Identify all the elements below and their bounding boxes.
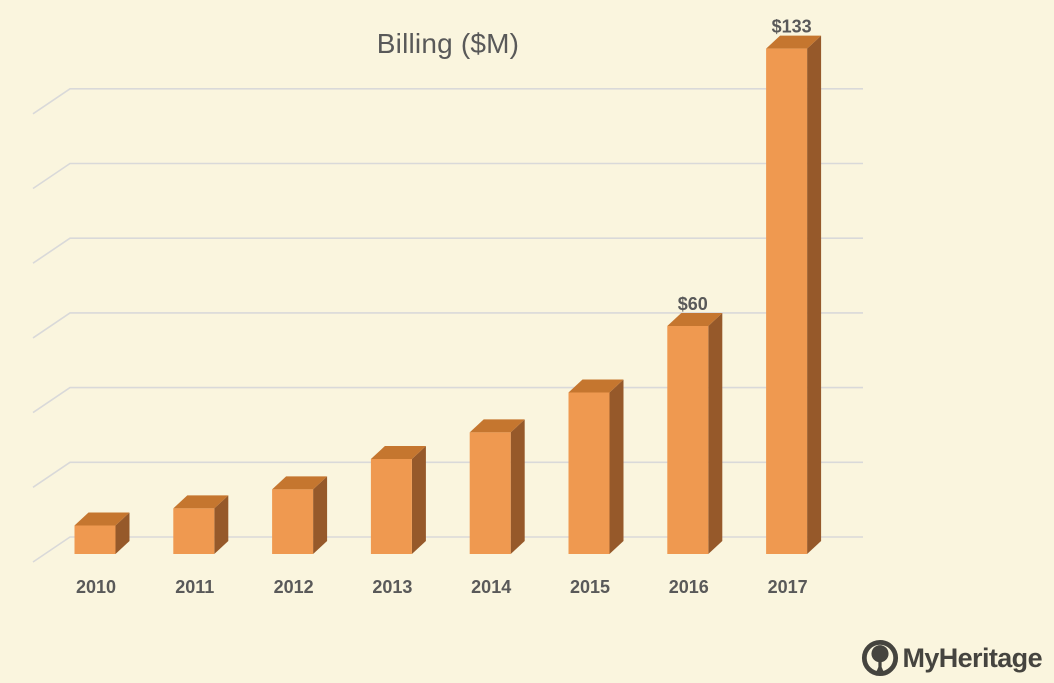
bar-2016 xyxy=(667,313,723,554)
gridline-80 xyxy=(32,237,863,264)
bar-2010 xyxy=(74,512,130,554)
x-label-2014: 2014 xyxy=(471,577,511,597)
chart-title: Billing ($M) xyxy=(376,28,520,59)
myheritage-logo-text: MyHeritage xyxy=(902,642,1042,673)
bar-2012 xyxy=(272,476,328,554)
x-label-2017: 2017 xyxy=(768,577,808,597)
bar-side-face xyxy=(214,495,229,554)
gridline-120 xyxy=(32,88,863,115)
gridline-40 xyxy=(32,386,863,414)
bar-2014 xyxy=(469,419,525,554)
bar-2011 xyxy=(173,495,229,554)
bar-top-face xyxy=(74,512,130,526)
bar-side-face xyxy=(313,476,328,554)
bar-2013 xyxy=(370,446,426,554)
bar-top-face xyxy=(568,379,624,393)
gridline-100 xyxy=(32,162,863,190)
bar-front-face xyxy=(74,525,116,554)
gridline-20 xyxy=(32,461,863,488)
x-label-2012: 2012 xyxy=(274,577,314,597)
bar-front-face xyxy=(370,459,412,554)
x-label-2010: 2010 xyxy=(76,577,116,597)
bar-side-face xyxy=(609,379,624,554)
bar-top-face xyxy=(370,446,426,459)
value-label-2017: $133 xyxy=(772,17,812,37)
value-label-2016: $60 xyxy=(678,294,708,314)
bar-top-face xyxy=(272,476,328,490)
bar-front-face xyxy=(272,489,314,554)
x-label-2011: 2011 xyxy=(175,577,214,597)
myheritage-tree-icon xyxy=(862,639,899,677)
bar-side-face xyxy=(708,313,723,554)
bar-top-face xyxy=(173,495,229,509)
bar-side-face xyxy=(115,512,130,554)
x-label-2013: 2013 xyxy=(372,577,412,597)
bar-top-face xyxy=(766,35,822,49)
bar-front-face xyxy=(667,326,709,554)
bar-side-face xyxy=(510,419,525,554)
x-label-2016: 2016 xyxy=(669,577,709,597)
bar-front-face xyxy=(469,432,511,554)
myheritage-logo: MyHeritage xyxy=(861,639,1043,677)
bar-2015 xyxy=(568,379,624,554)
bar-2017 xyxy=(766,35,822,555)
bar-front-face xyxy=(173,508,215,554)
bar-top-face xyxy=(667,313,723,326)
gridline-0 xyxy=(32,536,863,563)
bar-side-face xyxy=(807,35,822,555)
bar-front-face xyxy=(766,48,808,554)
x-label-2015: 2015 xyxy=(570,577,610,597)
bar-side-face xyxy=(411,446,426,554)
bar-top-face xyxy=(469,419,525,433)
gridline-60 xyxy=(32,312,863,339)
bar-front-face xyxy=(568,392,610,554)
